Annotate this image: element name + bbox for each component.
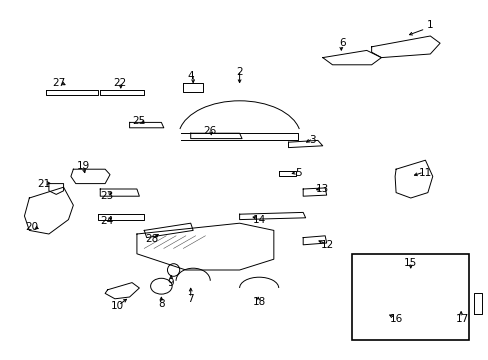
- Text: 6: 6: [338, 38, 345, 48]
- Text: 26: 26: [203, 126, 217, 136]
- Text: 17: 17: [454, 314, 468, 324]
- Text: 7: 7: [187, 294, 194, 304]
- Text: 5: 5: [294, 168, 301, 178]
- Text: 19: 19: [76, 161, 90, 171]
- Text: 12: 12: [320, 240, 334, 250]
- Text: 1: 1: [426, 20, 433, 30]
- Text: 10: 10: [111, 301, 123, 311]
- Text: 28: 28: [144, 234, 158, 244]
- Text: 8: 8: [158, 299, 164, 309]
- Text: 15: 15: [403, 258, 417, 268]
- Text: 25: 25: [132, 116, 146, 126]
- Text: 20: 20: [25, 222, 38, 232]
- Text: 21: 21: [37, 179, 51, 189]
- Text: 9: 9: [167, 278, 174, 288]
- Text: 23: 23: [100, 191, 113, 201]
- Text: 13: 13: [315, 184, 329, 194]
- Text: 24: 24: [100, 216, 113, 226]
- Text: 3: 3: [309, 135, 316, 145]
- Text: 14: 14: [252, 215, 265, 225]
- Bar: [351, 254, 468, 340]
- Text: 27: 27: [52, 78, 65, 88]
- Text: 2: 2: [236, 67, 243, 77]
- Text: 4: 4: [187, 71, 194, 81]
- Text: 11: 11: [418, 168, 431, 178]
- Text: 22: 22: [113, 78, 126, 88]
- Text: 18: 18: [252, 297, 265, 307]
- Text: 16: 16: [388, 314, 402, 324]
